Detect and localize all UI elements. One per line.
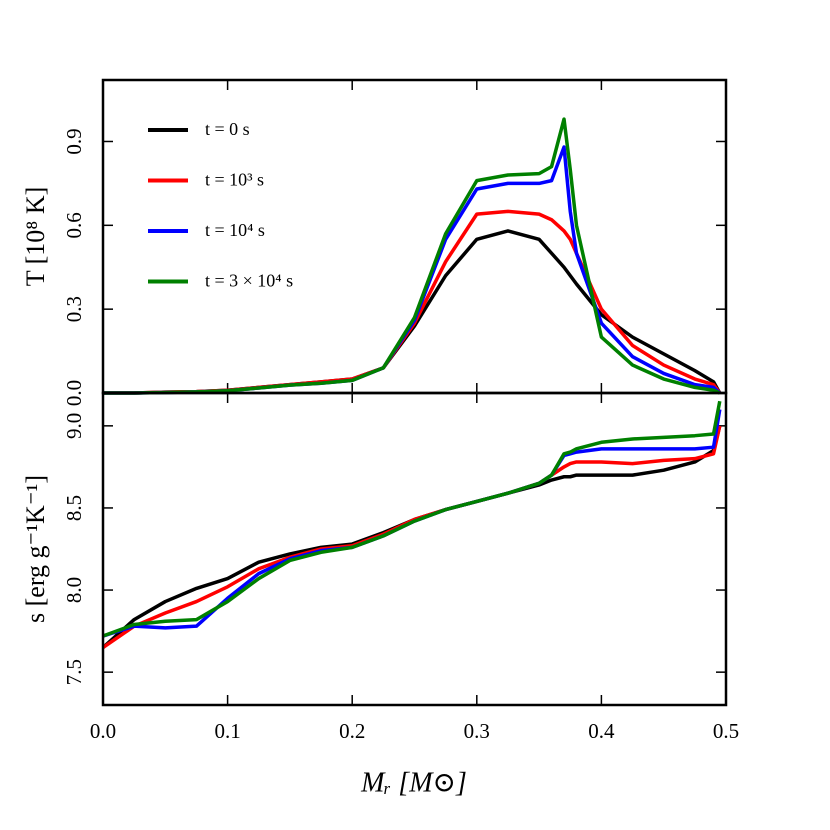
x-tick-label: 0.4 xyxy=(588,719,615,743)
y-tick-label: 0.9 xyxy=(62,128,86,154)
legend-label: t = 0 s xyxy=(205,119,250,139)
y-tick-label: 7.5 xyxy=(62,659,86,685)
plot-frame xyxy=(101,391,728,707)
data-line xyxy=(102,425,722,649)
y-tick-label: 8.0 xyxy=(62,577,86,603)
data-line xyxy=(103,145,721,395)
y-tick-label: 0.3 xyxy=(62,296,86,322)
x-tick-label: 0.3 xyxy=(464,719,490,743)
y-axis-label: s [erg g⁻¹K⁻¹] xyxy=(21,475,50,623)
data-line xyxy=(103,229,722,395)
data-line xyxy=(102,400,722,638)
data-line xyxy=(101,425,722,649)
legend-label: t = 10⁴ s xyxy=(205,220,265,240)
x-tick-label: 0.1 xyxy=(214,719,240,743)
y-tick-label: 9.0 xyxy=(62,413,86,439)
x-tick-label: 0.2 xyxy=(339,719,365,743)
x-tick-label: 0.0 xyxy=(90,719,116,743)
data-line xyxy=(103,117,721,395)
x-axis-label: Mᵣ [M⊙] xyxy=(360,767,467,798)
x-tick-label: 0.5 xyxy=(713,719,739,743)
data-line xyxy=(103,209,722,395)
legend-label: t = 10³ s xyxy=(205,170,264,190)
y-tick-label: 8.5 xyxy=(62,495,86,521)
legend-label: t = 3 × 10⁴ s xyxy=(205,271,293,291)
y-axis-label: T [10⁸ K] xyxy=(21,187,50,287)
y-tick-label: 0.0 xyxy=(62,380,86,406)
y-tick-label: 0.6 xyxy=(62,212,86,238)
